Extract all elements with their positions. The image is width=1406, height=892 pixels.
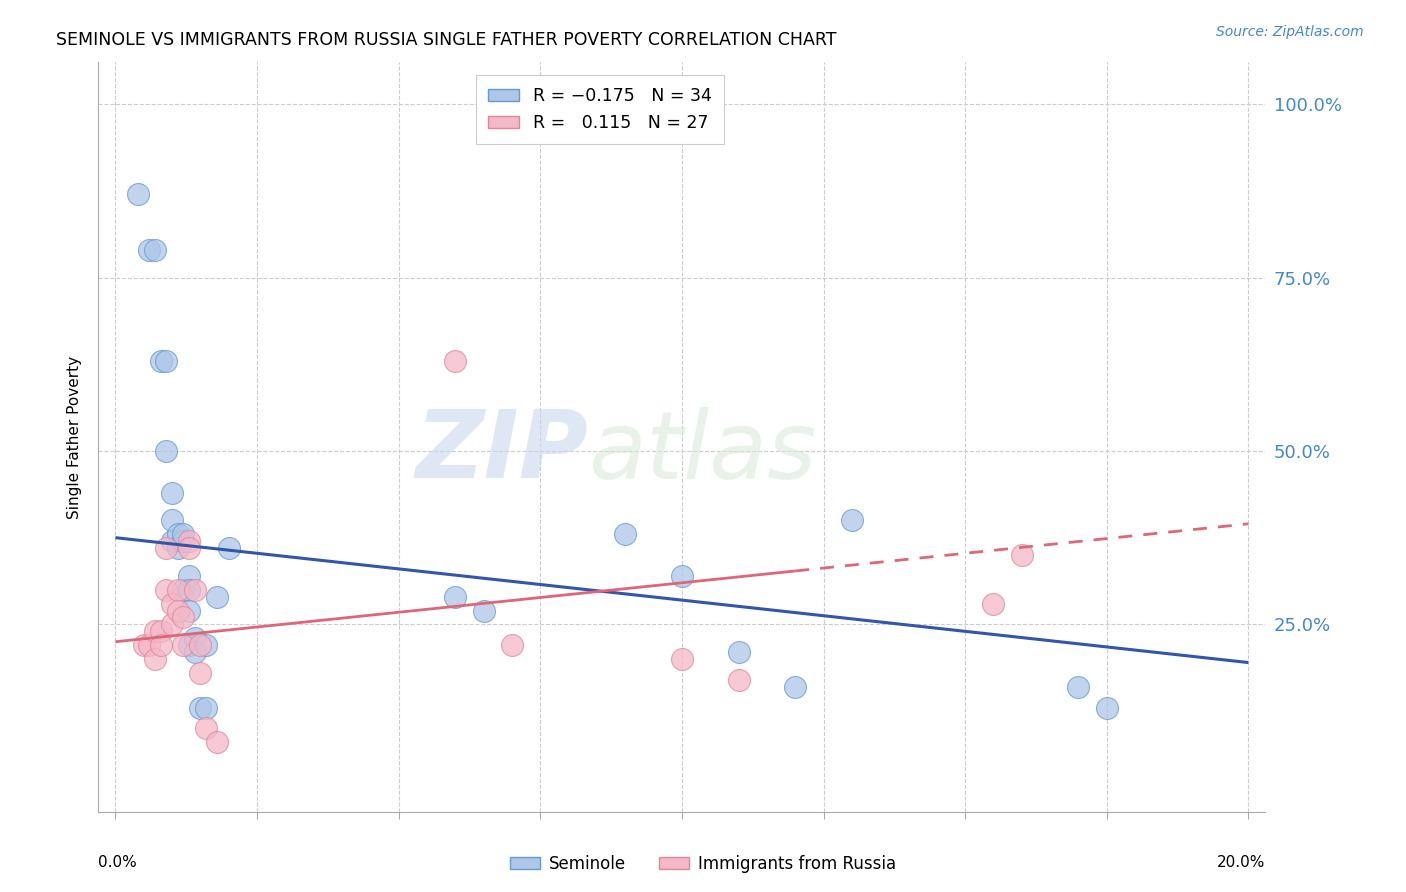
Point — [195, 700, 218, 714]
Point — [190, 700, 212, 714]
Y-axis label: Single Father Poverty: Single Father Poverty — [67, 356, 83, 518]
Point — [172, 638, 194, 652]
Point — [195, 722, 218, 736]
Point — [155, 444, 177, 458]
Text: atlas: atlas — [589, 407, 817, 498]
Text: 20.0%: 20.0% — [1218, 855, 1265, 871]
Point — [166, 603, 188, 617]
Point — [160, 485, 183, 500]
Point — [177, 603, 200, 617]
Point — [1011, 548, 1033, 562]
Point — [155, 582, 177, 597]
Point — [671, 652, 693, 666]
Point — [1067, 680, 1090, 694]
Point — [127, 187, 149, 202]
Point — [727, 645, 749, 659]
Point — [444, 353, 467, 368]
Text: SEMINOLE VS IMMIGRANTS FROM RUSSIA SINGLE FATHER POVERTY CORRELATION CHART: SEMINOLE VS IMMIGRANTS FROM RUSSIA SINGL… — [56, 31, 837, 49]
Point — [166, 527, 188, 541]
Point — [160, 513, 183, 527]
Point — [183, 582, 205, 597]
Point — [841, 513, 863, 527]
Point — [149, 353, 172, 368]
Point — [160, 617, 183, 632]
Point — [785, 680, 807, 694]
Point — [207, 735, 229, 749]
Point — [149, 638, 172, 652]
Point — [177, 569, 200, 583]
Point — [671, 569, 693, 583]
Point — [1095, 700, 1118, 714]
Point — [155, 353, 177, 368]
Point — [218, 541, 240, 555]
Point — [155, 541, 177, 555]
Point — [983, 597, 1005, 611]
Point — [138, 638, 160, 652]
Point — [160, 597, 183, 611]
Point — [138, 243, 160, 257]
Point — [143, 624, 166, 639]
Point — [172, 534, 194, 549]
Point — [172, 582, 194, 597]
Legend: R = −0.175   N = 34, R =   0.115   N = 27: R = −0.175 N = 34, R = 0.115 N = 27 — [477, 75, 724, 144]
Point — [183, 645, 205, 659]
Point — [727, 673, 749, 687]
Text: Source: ZipAtlas.com: Source: ZipAtlas.com — [1216, 25, 1364, 39]
Point — [149, 624, 172, 639]
Point — [160, 534, 183, 549]
Point — [444, 590, 467, 604]
Point — [190, 638, 212, 652]
Point — [132, 638, 155, 652]
Point — [207, 590, 229, 604]
Point — [177, 582, 200, 597]
Point — [177, 638, 200, 652]
Point — [166, 541, 188, 555]
Text: ZIP: ZIP — [416, 406, 589, 498]
Point — [472, 603, 495, 617]
Point — [614, 527, 637, 541]
Point — [190, 665, 212, 680]
Point — [501, 638, 523, 652]
Point — [143, 652, 166, 666]
Legend: Seminole, Immigrants from Russia: Seminole, Immigrants from Russia — [503, 848, 903, 880]
Point — [172, 527, 194, 541]
Text: 0.0%: 0.0% — [98, 855, 138, 871]
Point — [177, 541, 200, 555]
Point — [172, 610, 194, 624]
Point — [177, 534, 200, 549]
Point — [195, 638, 218, 652]
Point — [143, 243, 166, 257]
Point — [166, 582, 188, 597]
Point — [183, 632, 205, 646]
